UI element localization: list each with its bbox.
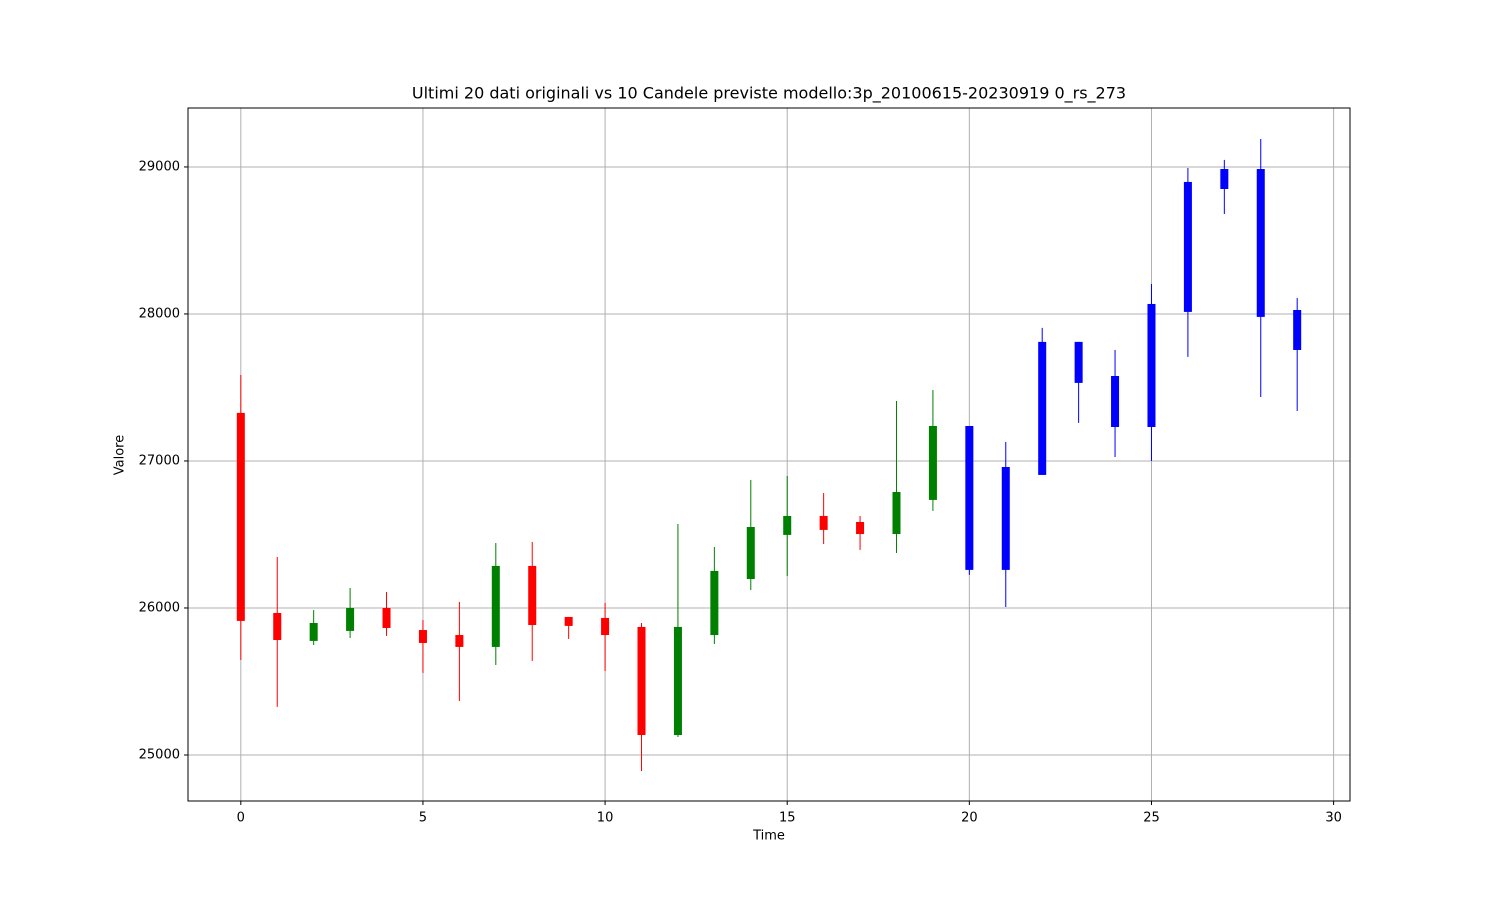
candle-body [965,425,974,570]
y-tick-label: 27000 [139,453,180,468]
candle-body [346,607,355,631]
x-tick-label: 10 [597,811,614,826]
candle-body [637,626,646,735]
candle-body [783,515,792,535]
candle-body [1038,341,1047,475]
candle-body [673,626,682,735]
candle-body [710,570,719,636]
candle-body [1256,169,1265,317]
plot-area [236,139,1302,772]
candle-body [455,635,464,647]
candle-body [1183,181,1192,312]
chart-title: Ultimi 20 dati originali vs 10 Candele p… [412,84,1126,104]
candle-body [819,515,828,530]
candle-body [1147,303,1156,428]
candle-body [601,617,610,636]
candle-body [1001,466,1010,570]
candle-body [491,565,500,647]
y-tick-label: 25000 [139,747,180,762]
candle-body [1111,375,1120,428]
candle-body [309,622,318,641]
x-tick-label: 0 [237,811,245,826]
x-axis-label: Time [752,829,785,844]
candle-body [273,612,282,641]
candle-body [528,565,537,626]
candle-body [564,616,573,626]
candle-body [1293,309,1302,350]
candle-body [236,412,245,621]
candle-body [382,607,391,628]
x-tick-label: 20 [961,811,978,826]
candle-body [1220,169,1229,190]
candle-body [418,630,427,643]
candle-body [928,425,937,500]
candle-body [892,491,901,535]
x-tick-label: 25 [1143,811,1160,826]
candle-body [856,521,865,535]
x-tick-label: 30 [1325,811,1342,826]
x-tick-label: 15 [779,811,796,826]
y-tick-label: 28000 [139,306,180,321]
y-axis-label: Valore [113,435,128,475]
y-tick-label: 26000 [139,600,180,615]
x-tick-label: 5 [419,811,427,826]
candle-body [1074,341,1083,383]
axes-frame [187,107,1351,802]
candle-body [746,526,755,580]
y-tick-label: 29000 [139,159,180,174]
